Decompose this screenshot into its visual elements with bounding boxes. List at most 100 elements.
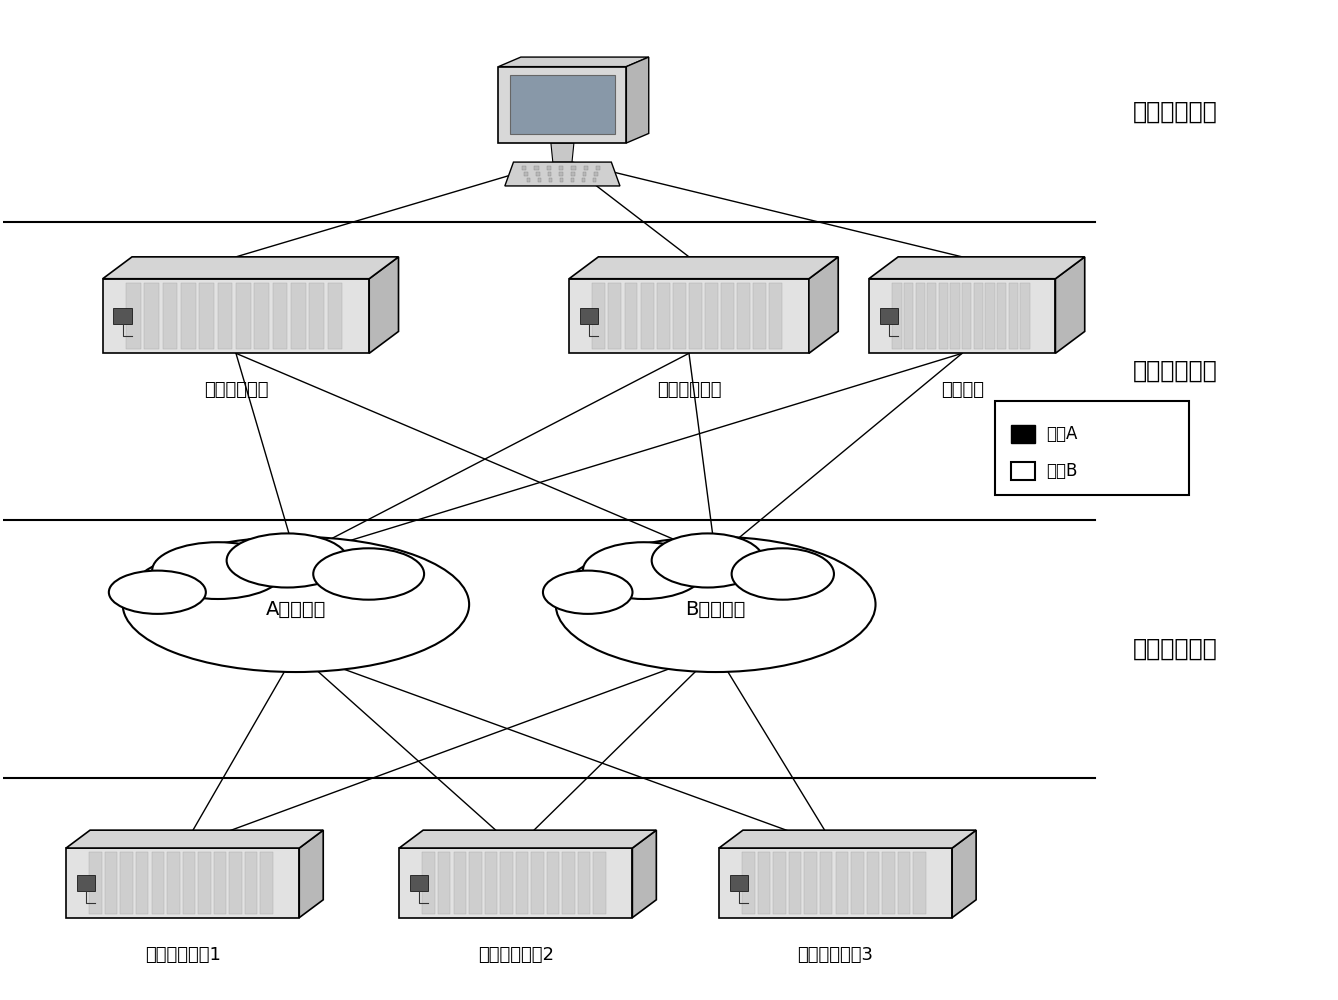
Polygon shape — [882, 852, 895, 914]
Bar — [879, 308, 898, 324]
Polygon shape — [757, 852, 771, 914]
Polygon shape — [673, 283, 686, 349]
Polygon shape — [773, 852, 785, 914]
Polygon shape — [328, 283, 343, 349]
Polygon shape — [534, 166, 539, 170]
Polygon shape — [484, 852, 498, 914]
Polygon shape — [804, 852, 818, 914]
Polygon shape — [927, 283, 937, 349]
Polygon shape — [181, 283, 195, 349]
Polygon shape — [562, 852, 575, 914]
Polygon shape — [1009, 283, 1018, 349]
Polygon shape — [549, 178, 551, 182]
Polygon shape — [66, 830, 324, 848]
Polygon shape — [1056, 257, 1085, 353]
Polygon shape — [198, 852, 210, 914]
Polygon shape — [974, 283, 983, 349]
Text: 原站控层设备: 原站控层设备 — [1133, 100, 1218, 124]
Polygon shape — [510, 75, 615, 134]
Text: 合智一体装置3: 合智一体装置3 — [797, 946, 874, 964]
Bar — [76, 875, 95, 891]
Polygon shape — [582, 172, 586, 176]
Polygon shape — [151, 852, 165, 914]
Polygon shape — [145, 283, 159, 349]
Polygon shape — [551, 143, 574, 162]
Polygon shape — [705, 283, 719, 349]
Polygon shape — [835, 852, 848, 914]
Polygon shape — [538, 178, 541, 182]
Polygon shape — [499, 57, 649, 67]
Polygon shape — [245, 852, 257, 914]
Polygon shape — [290, 283, 305, 349]
Polygon shape — [569, 279, 809, 353]
Polygon shape — [547, 172, 551, 176]
Polygon shape — [867, 852, 879, 914]
Polygon shape — [583, 166, 587, 170]
Polygon shape — [527, 178, 530, 182]
Polygon shape — [626, 57, 649, 143]
Polygon shape — [769, 283, 783, 349]
Polygon shape — [214, 852, 226, 914]
Polygon shape — [569, 257, 838, 279]
Ellipse shape — [108, 571, 206, 614]
Polygon shape — [868, 279, 1056, 353]
Polygon shape — [570, 178, 574, 182]
Text: A网交换机: A网交换机 — [266, 600, 326, 619]
Polygon shape — [103, 257, 399, 279]
Polygon shape — [183, 852, 195, 914]
Polygon shape — [369, 257, 399, 353]
Polygon shape — [914, 852, 926, 914]
Text: 线路保护装置: 线路保护装置 — [203, 381, 268, 399]
Bar — [1012, 462, 1036, 480]
Polygon shape — [199, 283, 214, 349]
Text: 原过程层设备: 原过程层设备 — [1133, 637, 1218, 661]
Polygon shape — [594, 172, 598, 176]
Bar — [1012, 425, 1036, 443]
Polygon shape — [504, 162, 619, 186]
Polygon shape — [470, 852, 482, 914]
Polygon shape — [721, 283, 735, 349]
Polygon shape — [522, 166, 526, 170]
Bar — [409, 875, 428, 891]
Ellipse shape — [555, 537, 875, 672]
Polygon shape — [66, 848, 300, 918]
Bar — [579, 308, 598, 324]
Ellipse shape — [543, 571, 633, 614]
Polygon shape — [499, 67, 626, 143]
Text: 合智一体装置2: 合智一体装置2 — [478, 946, 554, 964]
Polygon shape — [633, 830, 657, 918]
Polygon shape — [261, 852, 273, 914]
Polygon shape — [593, 283, 605, 349]
Polygon shape — [254, 283, 269, 349]
Polygon shape — [537, 172, 539, 176]
Polygon shape — [595, 166, 601, 170]
Polygon shape — [820, 852, 832, 914]
Polygon shape — [915, 283, 925, 349]
Polygon shape — [104, 852, 118, 914]
Polygon shape — [625, 283, 637, 349]
Polygon shape — [438, 852, 451, 914]
Text: 网口A: 网口A — [1046, 425, 1077, 443]
Ellipse shape — [153, 542, 284, 599]
Polygon shape — [126, 283, 140, 349]
Polygon shape — [559, 178, 562, 182]
Polygon shape — [546, 166, 551, 170]
Polygon shape — [737, 283, 751, 349]
Polygon shape — [868, 257, 1085, 279]
Polygon shape — [454, 852, 466, 914]
Polygon shape — [120, 852, 132, 914]
Text: B网交换机: B网交换机 — [685, 600, 745, 619]
Polygon shape — [939, 283, 949, 349]
Polygon shape — [809, 257, 838, 353]
Polygon shape — [136, 852, 149, 914]
Polygon shape — [753, 283, 767, 349]
Bar — [995, 401, 1188, 495]
Polygon shape — [578, 852, 590, 914]
Polygon shape — [719, 848, 953, 918]
Polygon shape — [524, 172, 529, 176]
Text: 合智一体装置1: 合智一体装置1 — [145, 946, 221, 964]
Ellipse shape — [732, 548, 834, 600]
Polygon shape — [163, 283, 178, 349]
Polygon shape — [399, 848, 633, 918]
Polygon shape — [689, 283, 702, 349]
